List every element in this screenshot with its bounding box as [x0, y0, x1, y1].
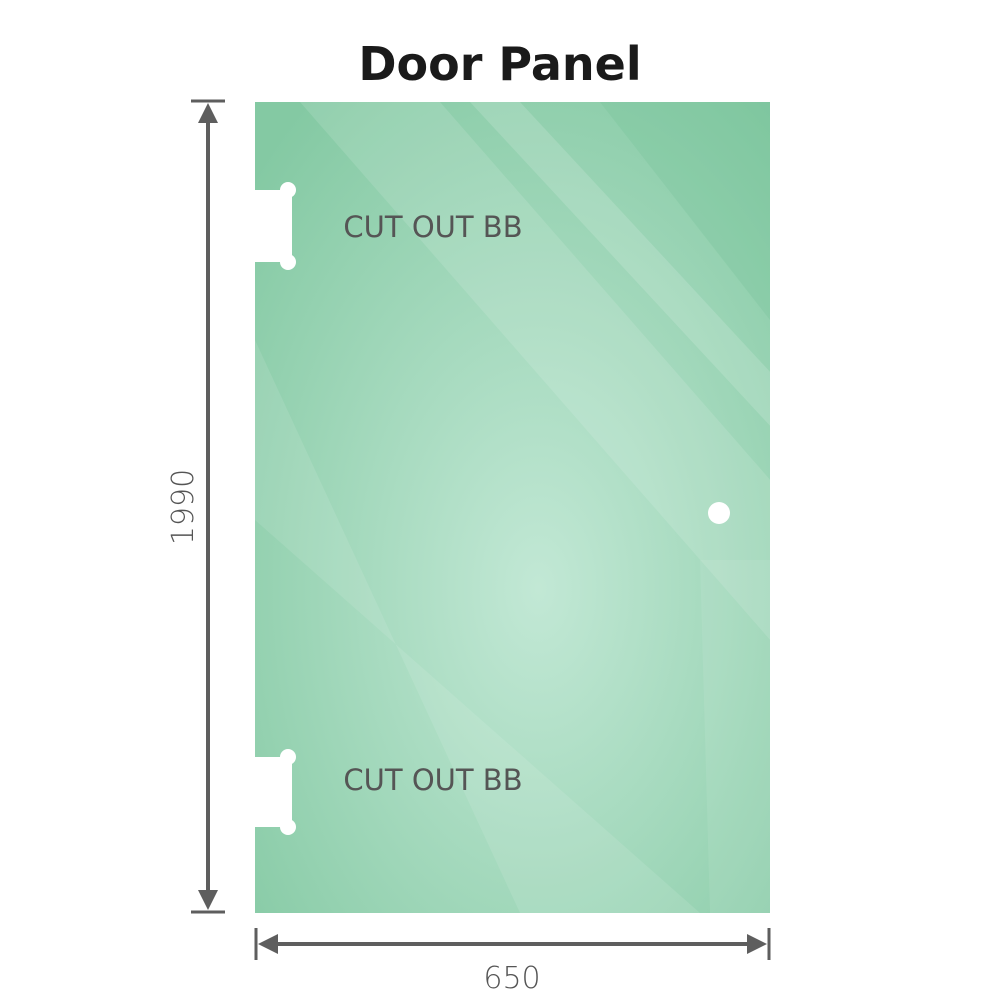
cutout-top-label: CUT OUT BB: [343, 210, 522, 244]
height-label: 1990: [166, 469, 201, 545]
cutout-bottom: [250, 749, 296, 835]
width-dimension: [254, 928, 771, 960]
diagram-title: Door Panel: [358, 37, 641, 91]
glass-panel: [250, 102, 770, 913]
glass-reflections: [255, 102, 770, 913]
cutout-bottom-label: CUT OUT BB: [343, 763, 522, 797]
width-label: 650: [483, 961, 540, 996]
handle-hole: [708, 502, 730, 524]
height-dimension: [191, 99, 225, 914]
cutout-top: [250, 182, 296, 270]
